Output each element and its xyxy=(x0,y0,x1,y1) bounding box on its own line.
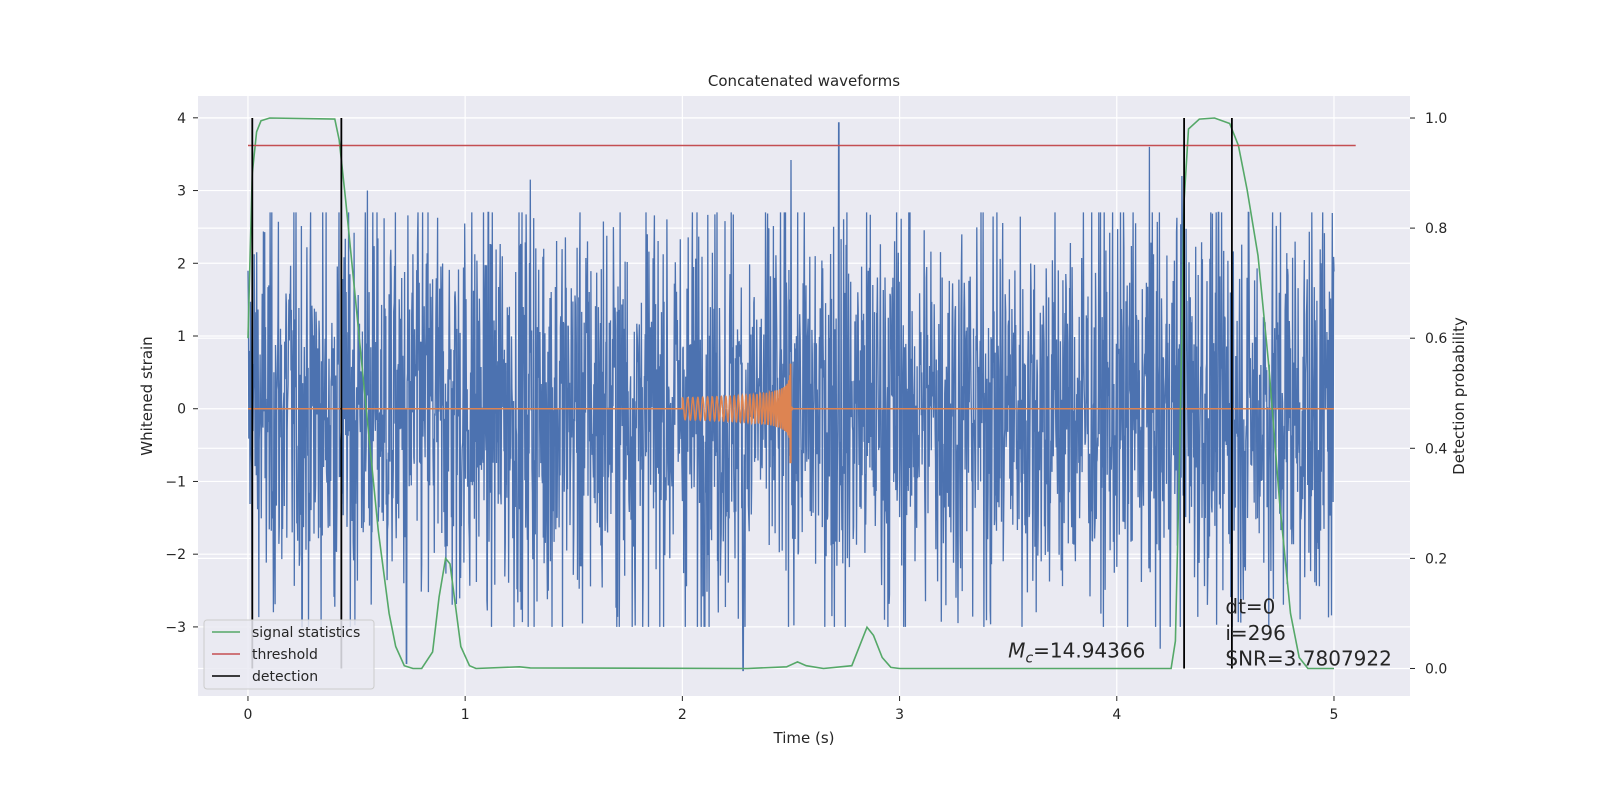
y2-tick-label: 1.0 xyxy=(1425,111,1447,127)
x-tick-label: 5 xyxy=(1330,707,1339,723)
x-tick-label: 4 xyxy=(1112,707,1121,723)
signal-statistics-series xyxy=(247,117,1334,670)
legend-label-threshold: threshold xyxy=(252,647,318,663)
y-tick-label: −2 xyxy=(165,547,186,563)
y-tick-label: 3 xyxy=(177,184,186,200)
y2-tick-label: 0.0 xyxy=(1425,661,1447,677)
detection-series xyxy=(251,118,1233,669)
annotations: Mc=14.94366 dt=0 i=296 SNR=3.7807922 xyxy=(1008,594,1392,670)
template-line xyxy=(248,363,1334,464)
y-tick-label: 2 xyxy=(177,256,186,272)
y2-axis-label: Detection probability xyxy=(1450,317,1468,475)
y-tick-label: 1 xyxy=(177,329,186,345)
x-axis-label: Time (s) xyxy=(773,729,835,747)
strain-series xyxy=(247,122,1335,672)
y2-tick-label: 0.8 xyxy=(1425,221,1447,237)
y-tick-label: −1 xyxy=(165,474,186,490)
x-axis-ticks: 0 1 2 3 4 5 xyxy=(243,696,1338,723)
chart-title: Concatenated waveforms xyxy=(708,72,900,90)
y-axis-label: Whitened strain xyxy=(138,336,156,455)
index-annotation: i=296 xyxy=(1225,621,1286,645)
dt-annotation: dt=0 xyxy=(1225,594,1275,618)
signal-statistics-line xyxy=(247,117,1334,670)
x-tick-label: 3 xyxy=(895,707,904,723)
template-series xyxy=(248,363,1334,464)
y-axis-ticks: −3 −2 −1 0 1 2 3 4 xyxy=(165,111,198,636)
legend-label-detection: detection xyxy=(252,669,318,685)
y2-tick-label: 0.4 xyxy=(1425,441,1447,457)
legend: signal statistics threshold detection xyxy=(203,619,375,690)
y-tick-label: 0 xyxy=(177,402,186,418)
y2-axis-ticks: 0.0 0.2 0.4 0.6 0.8 1.0 xyxy=(1410,111,1447,677)
strain-line xyxy=(247,122,1335,672)
chirp-mass-annotation: Mc=14.94366 xyxy=(1008,638,1145,666)
y2-tick-label: 0.2 xyxy=(1425,551,1447,567)
legend-label-signal-statistics: signal statistics xyxy=(252,625,360,641)
y-tick-label: −3 xyxy=(165,620,186,636)
snr-annotation: SNR=3.7807922 xyxy=(1225,647,1391,671)
x-tick-label: 2 xyxy=(678,707,687,723)
y-tick-label: 4 xyxy=(177,111,186,127)
legend-box xyxy=(203,619,375,690)
x-tick-label: 1 xyxy=(461,707,470,723)
y2-tick-label: 0.6 xyxy=(1425,331,1447,347)
x-tick-label: 0 xyxy=(243,707,252,723)
